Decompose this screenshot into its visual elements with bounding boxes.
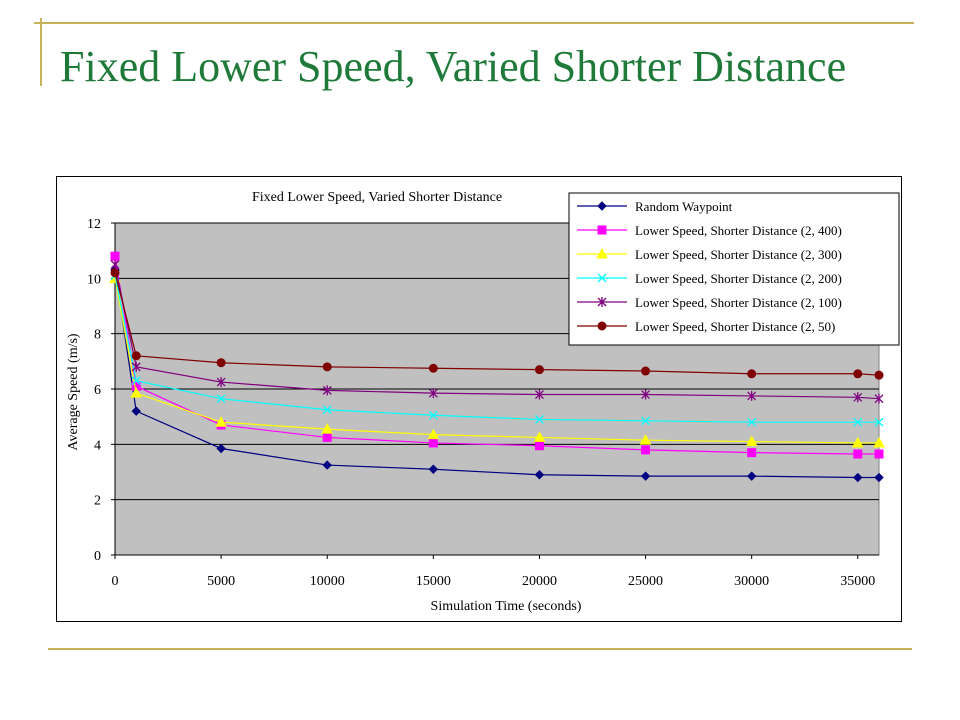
data-point-series-1: [534, 470, 545, 480]
data-point-series-6: [110, 268, 120, 278]
data-point-series-4: [853, 417, 863, 427]
data-point-series-6: [641, 366, 651, 376]
data-point-series-3: [321, 423, 334, 434]
data-point-series-2: [534, 441, 544, 451]
data-point-series-3: [215, 416, 227, 427]
data-point-series-5: [131, 361, 141, 372]
legend-entry-label: Lower Speed, Shorter Distance (2, 50): [635, 319, 835, 334]
data-point-series-2: [747, 448, 757, 458]
legend-entry-label: Random Waypoint: [635, 199, 733, 214]
x-tick-label: 25000: [628, 574, 663, 589]
data-point-series-3: [533, 431, 546, 442]
data-point-series-1: [746, 471, 757, 481]
data-point-series-6: [874, 370, 884, 380]
data-point-series-6: [534, 365, 544, 375]
data-point-series-4: [534, 414, 544, 424]
data-point-series-6: [428, 363, 438, 373]
x-tick-label: 10000: [310, 574, 345, 589]
data-point-series-4: [131, 376, 141, 386]
data-point-series-1: [322, 460, 332, 470]
legend-marker: [597, 201, 607, 211]
legend-entry-label: Lower Speed, Shorter Distance (2, 300): [635, 247, 842, 262]
slide-title: Fixed Lower Speed, Varied Shorter Distan…: [60, 42, 847, 91]
chart-container: Fixed Lower Speed, Varied Shorter Distan…: [56, 176, 902, 622]
data-point-series-5: [428, 388, 438, 399]
series-line-3: [114, 278, 879, 444]
data-point-series-6: [322, 362, 332, 372]
data-point-series-3: [851, 436, 864, 448]
data-point-series-2: [641, 445, 651, 455]
data-point-series-4: [641, 416, 651, 426]
data-point-series-5: [853, 392, 863, 403]
data-point-series-3: [639, 434, 652, 445]
data-point-series-4: [428, 410, 438, 420]
data-point-series-1: [131, 406, 141, 416]
legend-entry-label: Lower Speed, Shorter Distance (2, 200): [635, 271, 842, 286]
data-point-series-6: [216, 358, 226, 368]
x-axis-label: Simulation Time (seconds): [431, 599, 582, 614]
legend-marker: [597, 225, 607, 235]
legend-entry-label: Lower Speed, Shorter Distance (2, 100): [635, 295, 842, 310]
data-point-series-6: [853, 369, 863, 379]
legend-box: [568, 192, 900, 346]
data-point-series-4: [216, 394, 226, 404]
data-point-series-1: [853, 472, 863, 483]
x-tick-label: 5000: [207, 574, 235, 589]
data-point-series-3: [873, 436, 885, 448]
data-point-series-5: [641, 389, 651, 400]
data-point-series-1: [874, 472, 884, 483]
y-tick-label: 10: [87, 272, 101, 287]
data-point-series-5: [216, 377, 226, 388]
series-line-5: [114, 264, 880, 400]
legend-marker: [597, 297, 607, 307]
data-point-series-5: [534, 389, 544, 400]
accent-top-line: [34, 22, 914, 24]
data-point-series-4: [874, 417, 884, 427]
data-point-series-2: [428, 438, 438, 448]
y-tick-label: 6: [94, 383, 101, 398]
data-point-series-5: [874, 393, 884, 404]
data-point-series-3: [427, 428, 440, 440]
data-point-series-2: [853, 449, 863, 459]
data-point-series-3: [130, 387, 143, 398]
data-point-series-6: [131, 351, 141, 361]
legend-entry-label: Lower Speed, Shorter Distance (2, 400): [635, 223, 842, 238]
data-point-series-5: [110, 259, 120, 270]
x-tick-label: 35000: [840, 574, 875, 589]
x-tick-label: 30000: [734, 574, 769, 589]
chart-title: Fixed Lower Speed, Varied Shorter Distan…: [252, 190, 502, 205]
accent-bottom-line: [48, 648, 912, 650]
accent-vertical-line: [40, 18, 42, 86]
data-point-series-1: [428, 464, 439, 474]
series-line-6: [114, 272, 880, 376]
line-chart: Fixed Lower Speed, Varied Shorter Distan…: [66, 190, 900, 614]
y-axis-label: Average Speed (m/s): [66, 333, 81, 450]
y-tick-label: 8: [94, 328, 101, 343]
data-point-series-1: [640, 471, 651, 481]
data-point-series-5: [747, 390, 757, 401]
series-line-4: [114, 275, 879, 423]
data-point-series-1: [216, 443, 226, 454]
data-point-series-4: [747, 417, 757, 427]
x-tick-label: 0: [112, 574, 119, 589]
y-tick-label: 4: [94, 438, 101, 453]
legend-marker: [596, 247, 608, 259]
legend-marker: [597, 321, 607, 331]
data-point-series-2: [110, 251, 120, 261]
series-line-2: [114, 256, 879, 455]
y-tick-label: 0: [94, 549, 101, 564]
data-point-series-2: [322, 432, 332, 442]
data-point-series-4: [322, 405, 332, 415]
data-point-series-6: [747, 369, 757, 379]
x-tick-label: 20000: [522, 574, 557, 589]
data-point-series-2: [874, 449, 884, 459]
data-point-series-5: [322, 385, 332, 396]
y-tick-label: 12: [87, 217, 101, 232]
data-point-series-3: [745, 435, 758, 447]
series-line-1: [114, 269, 879, 479]
x-tick-label: 15000: [416, 574, 451, 589]
y-tick-label: 2: [94, 494, 101, 509]
legend-marker: [597, 273, 607, 283]
